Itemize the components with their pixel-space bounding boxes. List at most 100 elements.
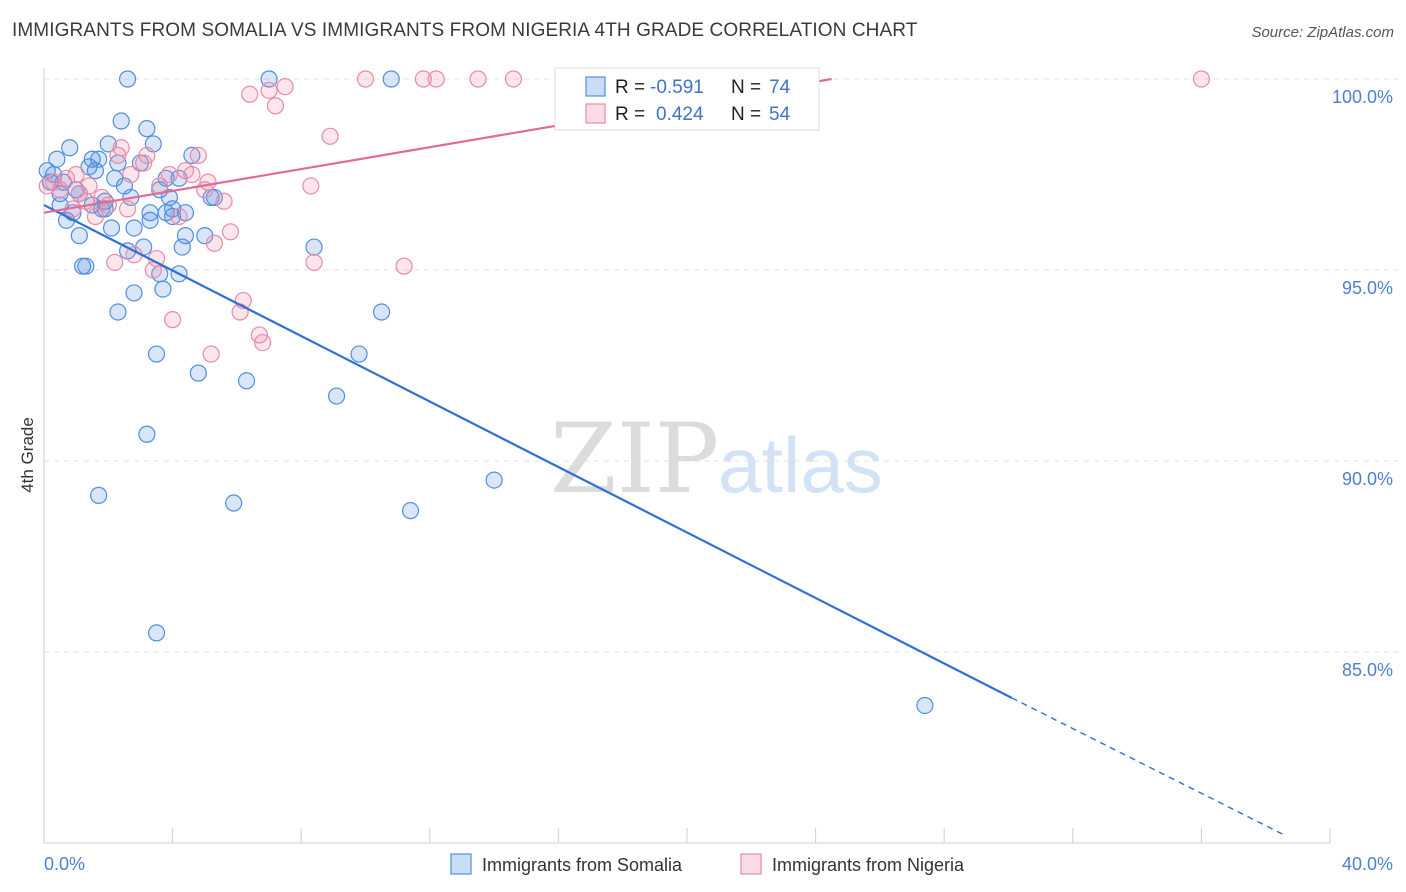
somalia-point-64	[372, 303, 391, 321]
somalia-point-40	[147, 345, 166, 363]
somalia-point-32	[125, 219, 143, 237]
somalia-point-8	[61, 139, 79, 157]
somalia-point-63	[350, 345, 368, 363]
nigeria-point-33	[215, 192, 233, 210]
somalia-point-14	[77, 257, 95, 275]
nigeria-point-48	[414, 70, 432, 88]
nigeria-point-42	[276, 78, 294, 96]
y-tick-labels: 85.0% 90.0% 95.0% 100.0%	[1332, 87, 1393, 680]
nigeria-point-43	[302, 177, 320, 195]
somalia-point-19	[90, 150, 108, 168]
legend-somalia-r-label: R =	[615, 77, 645, 98]
nigeria-point-30	[199, 173, 217, 191]
nigeria-point-5	[67, 165, 85, 184]
chart-source: Source: ZipAtlas.com	[1251, 24, 1394, 41]
nigeria-point-9	[86, 207, 105, 226]
somalia-point-36	[138, 120, 156, 138]
series-nigeria-points	[38, 70, 1211, 363]
nigeria-point-3	[57, 169, 76, 187]
somalia-point-61	[305, 238, 323, 256]
watermark-atlas: atlas	[718, 421, 883, 509]
x-tick-label-max: 40.0%	[1342, 854, 1393, 874]
somalia-point-65	[382, 70, 400, 88]
somalia-point-69	[138, 425, 156, 443]
legend-swatch-somalia	[585, 76, 606, 97]
bottom-legend-label-nigeria: Immigrants from Nigeria	[772, 855, 965, 875]
nigeria-point-51	[504, 70, 522, 88]
nigeria-point-37	[241, 85, 259, 103]
legend-box: R = -0.591 N = 74 R = 0.424 N = 54	[554, 67, 820, 131]
legend-somalia-r-value: -0.591	[650, 77, 704, 98]
bottom-legend-label-somalia: Immigrants from Somalia	[482, 855, 683, 875]
somalia-point-38	[141, 204, 159, 222]
nigeria-point-16	[122, 165, 140, 184]
somalia-point-28	[112, 112, 130, 130]
nigeria-point-53	[1192, 70, 1211, 88]
somalia-point-70	[147, 624, 166, 642]
nigeria-point-11	[99, 196, 117, 214]
nigeria-point-46	[356, 70, 375, 88]
somalia-point-55	[189, 364, 207, 382]
somalia-trendline-extension	[1011, 697, 1286, 836]
nigeria-point-19	[138, 146, 156, 164]
gridlines	[44, 78, 1400, 653]
legend-swatch-nigeria	[585, 103, 606, 124]
somalia-point-24	[102, 219, 121, 237]
chart-title: IMMIGRANTS FROM SOMALIA VS IMMIGRANTS FR…	[12, 20, 918, 41]
nigeria-point-28	[189, 146, 207, 164]
bottom-legend-swatch-nigeria	[740, 853, 762, 875]
bottom-legend-swatch-somalia	[450, 853, 472, 875]
y-tick-label-100: 100.0%	[1332, 87, 1393, 107]
nigeria-point-32	[205, 234, 223, 252]
nigeria-point-45	[321, 127, 339, 145]
legend-nigeria-n-label: N =	[731, 104, 761, 125]
nigeria-point-14	[112, 139, 130, 157]
legend-somalia-n-value: 74	[769, 77, 791, 98]
somalia-point-59	[237, 372, 256, 390]
somalia-point-71	[90, 486, 108, 504]
nigeria-point-39	[254, 333, 272, 352]
y-axis-label: 4th Grade	[18, 417, 37, 493]
nigeria-point-49	[427, 70, 445, 88]
somalia-point-23	[99, 135, 117, 153]
somalia-point-43	[154, 280, 172, 298]
somalia-point-12	[70, 227, 88, 245]
nigeria-point-50	[469, 70, 487, 88]
bottom-legend: Immigrants from Somalia Immigrants from …	[450, 853, 965, 875]
legend-nigeria-r-value: 0.424	[656, 104, 704, 125]
somalia-point-73	[916, 696, 934, 715]
somalia-point-54	[183, 146, 201, 164]
nigeria-point-44	[305, 253, 323, 271]
somalia-point-72	[225, 494, 243, 512]
legend-somalia-n-label: N =	[731, 77, 761, 98]
nigeria-point-8	[80, 177, 98, 195]
legend-nigeria-n-value: 54	[769, 104, 791, 125]
nigeria-point-41	[266, 97, 285, 115]
somalia-trendline	[43, 204, 1013, 699]
somalia-point-27	[109, 303, 127, 321]
somalia-point-53	[176, 227, 195, 245]
watermark: ZIP atlas	[550, 403, 883, 515]
somalia-point-66	[401, 502, 420, 520]
y-tick-label-95: 95.0%	[1342, 278, 1393, 298]
nigeria-point-12	[106, 253, 124, 271]
legend-nigeria-r-label: R =	[615, 104, 645, 125]
nigeria-point-15	[118, 200, 137, 218]
y-tick-label-85: 85.0%	[1342, 660, 1393, 680]
nigeria-point-47	[395, 257, 413, 275]
somalia-point-67	[485, 471, 503, 489]
x-tick-label-min: 0.0%	[44, 854, 85, 874]
nigeria-point-31	[202, 345, 220, 363]
nigeria-point-40	[260, 81, 278, 100]
somalia-point-62	[327, 387, 346, 405]
nigeria-point-24	[164, 311, 182, 329]
watermark-zip: ZIP	[550, 403, 719, 515]
somalia-point-3	[48, 150, 66, 168]
y-tick-label-90: 90.0%	[1342, 469, 1393, 489]
somalia-point-48	[164, 207, 182, 226]
nigeria-point-25	[170, 207, 188, 226]
somalia-point-68	[118, 70, 137, 88]
nigeria-point-34	[221, 223, 240, 241]
x-ticks	[43, 828, 1331, 843]
